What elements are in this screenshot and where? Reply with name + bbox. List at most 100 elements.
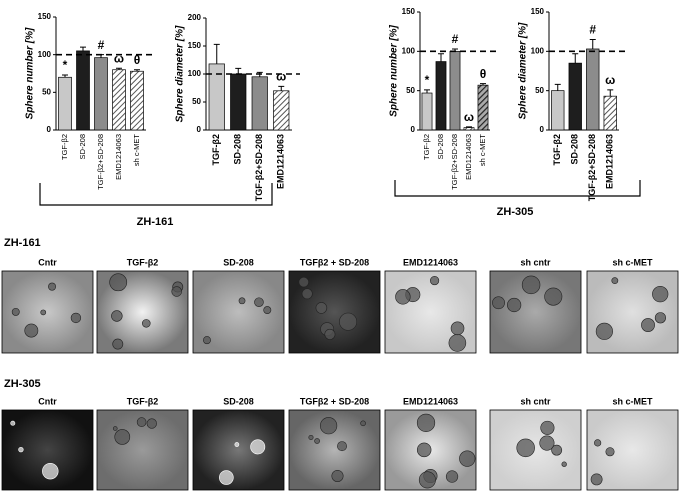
bar [551,90,565,131]
micrograph [192,409,285,491]
bracket [39,180,641,206]
bar [251,76,268,131]
annotation: ω [276,69,286,83]
annotation: # [589,23,596,37]
sphere [539,435,555,451]
sphere [492,296,505,310]
sphere [459,450,476,467]
sphere [70,312,82,324]
sphere [146,418,157,429]
x-tick-label: EMD1214063 [114,134,123,180]
panel-label: SD-208 [223,257,254,267]
sphere [507,297,522,313]
bar [435,61,447,131]
panel-label: SD-208 [223,396,254,406]
annotation: * [63,58,68,72]
sphere [10,420,16,426]
sphere [395,289,411,305]
row-label: ZH-161 [4,237,41,249]
error-bar [607,89,614,97]
sphere [324,328,336,340]
panel-label: sh c-MET [612,396,653,406]
annotation: ω [464,110,474,124]
y-tick-label: 50 [42,87,51,96]
panel-label: TGFβ2 + SD-208 [300,396,369,406]
sphere [24,323,39,338]
sphere [551,444,563,456]
x-tick-label: TGF-β2+SD-208 [587,134,597,201]
bar [463,127,475,131]
sphere [445,470,459,483]
sphere [109,273,128,292]
x-tick-label: SD-208 [78,134,87,159]
error-bar [480,83,486,86]
sphere [611,277,619,284]
error-bar [589,39,596,49]
bar [94,57,108,131]
x-tick-label: sh c-MET [478,134,487,167]
x-tick-label: TGF-β2+SD-208 [96,134,105,190]
error-bar [424,89,430,94]
y-tick-label: 100 [38,50,52,59]
bar [603,95,617,131]
sphere [171,286,182,297]
bar [568,62,582,131]
error-bar [134,69,140,72]
x-tick-label: SD-208 [233,134,243,165]
sphere [250,439,266,455]
sphere [112,338,124,350]
sphere [540,420,555,435]
sphere [254,297,264,307]
sphere [263,306,272,315]
bar [58,76,72,131]
y-axis-label: Sphere diameter [%] [175,25,186,122]
annotation: # [452,32,459,46]
sphere [416,413,436,432]
y-tick-label: 0 [47,125,52,134]
y-axis-label: Sphere number [%] [25,27,36,119]
micrograph [489,409,582,491]
y-tick-label: 50 [192,97,201,106]
bar [477,84,489,131]
panel-label: sh cntr [520,257,551,267]
annotation: ω [114,51,124,65]
sphere [521,275,541,295]
annotation: * [425,73,430,87]
sphere [142,319,151,328]
sphere [320,417,338,435]
annotation: θ [480,67,487,81]
error-bar [278,85,285,91]
x-tick-label: TGF-β2+SD-208 [450,134,459,190]
sphere [114,429,131,445]
sphere [48,282,57,291]
sphere [298,276,309,288]
y-tick-label: 50 [535,86,544,95]
x-tick-label: SD-208 [436,134,445,159]
bar [586,48,600,131]
sphere [301,288,313,300]
y-tick-label: 0 [540,125,545,134]
x-tick-label: TGF-β2 [422,134,431,160]
error-bar [116,67,122,70]
x-tick-label: SD-208 [570,134,580,165]
sphere [18,446,24,453]
micrograph [586,270,679,354]
sphere [136,417,147,427]
sphere [308,434,314,440]
y-tick-label: 100 [188,69,202,78]
bar [130,70,144,131]
bar [273,90,290,131]
sphere [238,297,246,305]
sphere [111,310,123,322]
sphere [448,334,467,352]
x-tick-label: EMD1214063 [605,134,615,189]
sphere [450,321,465,336]
sphere [418,471,436,489]
y-axis-label: Sphere number [%] [389,24,400,116]
sphere [11,307,20,316]
sphere [331,469,344,482]
sphere [360,420,366,427]
bracket-label: ZH-161 [137,216,174,228]
error-bar [213,43,220,64]
